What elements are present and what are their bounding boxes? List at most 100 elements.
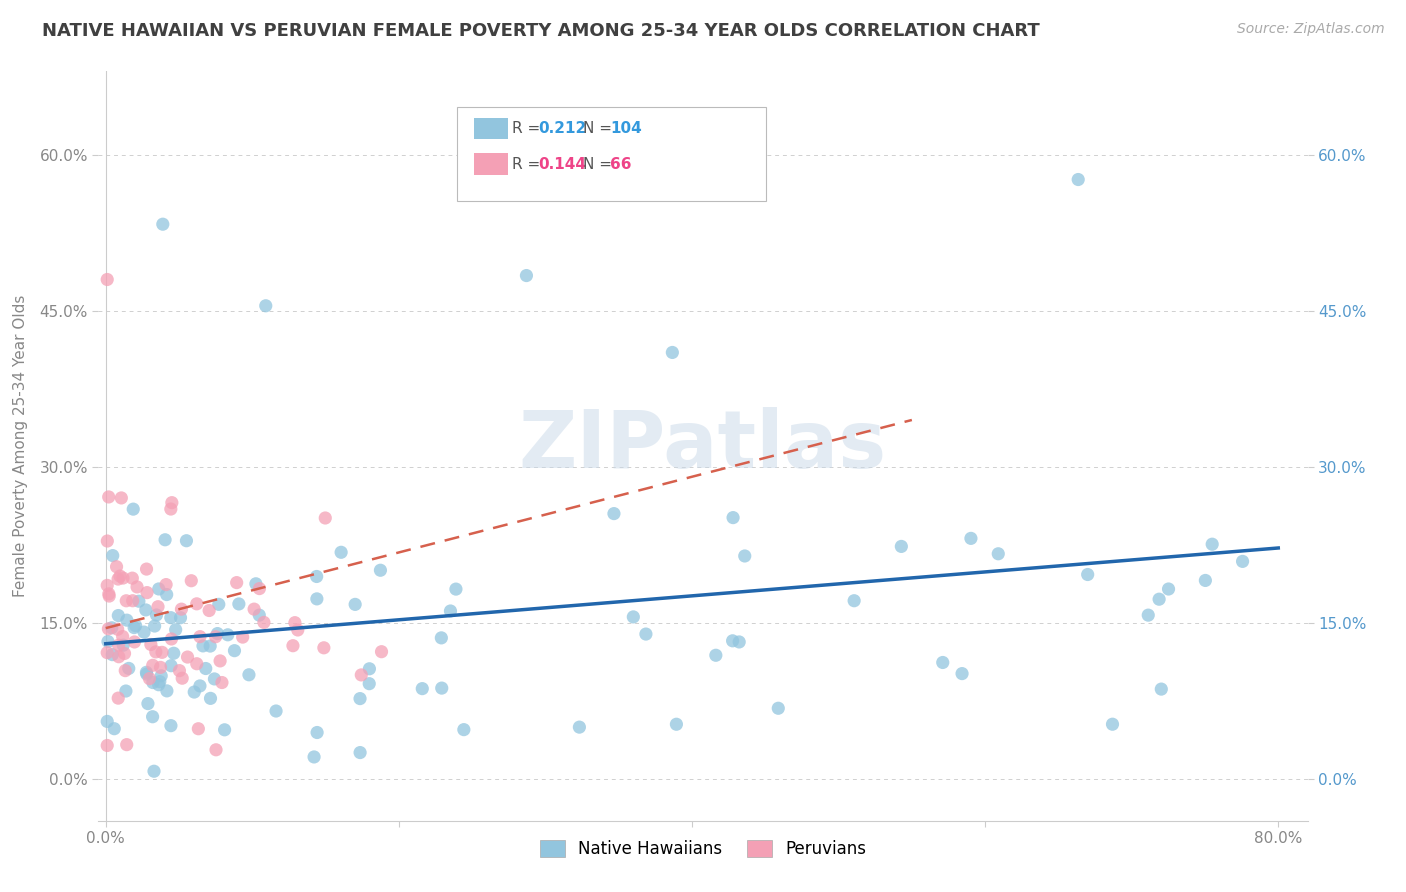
Point xyxy=(1150,682,1173,697)
Point xyxy=(155,577,177,591)
Point xyxy=(135,562,157,576)
Point xyxy=(142,710,165,724)
Point xyxy=(247,608,270,623)
Point xyxy=(97,622,120,636)
Point xyxy=(118,661,141,675)
Point xyxy=(208,598,231,612)
Point xyxy=(160,496,183,510)
Point xyxy=(207,626,229,640)
Point xyxy=(661,345,683,359)
Point xyxy=(305,569,328,583)
Point xyxy=(1147,592,1170,607)
Point xyxy=(232,630,254,644)
Point xyxy=(139,638,162,652)
Point xyxy=(349,691,371,706)
Point xyxy=(180,574,202,588)
Point xyxy=(359,662,381,676)
Point xyxy=(124,618,146,632)
Point xyxy=(734,549,756,563)
Point xyxy=(121,571,143,585)
Point xyxy=(145,645,167,659)
Point xyxy=(430,631,453,645)
Point xyxy=(160,719,183,733)
Point xyxy=(111,571,134,585)
Point xyxy=(136,697,159,711)
Point xyxy=(370,645,392,659)
Point xyxy=(97,634,120,648)
Point xyxy=(114,664,136,678)
Point xyxy=(107,572,129,586)
Point xyxy=(96,646,118,660)
Point xyxy=(349,746,371,760)
Point xyxy=(101,549,124,563)
Point xyxy=(204,672,226,686)
Point xyxy=(330,545,353,559)
Point xyxy=(159,502,181,516)
Point xyxy=(314,511,336,525)
Text: Source: ZipAtlas.com: Source: ZipAtlas.com xyxy=(1237,22,1385,37)
Point xyxy=(156,588,179,602)
Point xyxy=(112,638,135,652)
Point xyxy=(264,704,287,718)
Point xyxy=(243,602,266,616)
Point xyxy=(96,739,118,753)
Point xyxy=(107,638,129,652)
Point xyxy=(453,723,475,737)
Point xyxy=(1157,582,1180,596)
Point xyxy=(169,611,191,625)
Text: NATIVE HAWAIIAN VS PERUVIAN FEMALE POVERTY AMONG 25-34 YEAR OLDS CORRELATION CHA: NATIVE HAWAIIAN VS PERUVIAN FEMALE POVER… xyxy=(42,22,1040,40)
Point xyxy=(135,603,157,617)
Point xyxy=(156,684,179,698)
Text: N =: N = xyxy=(583,157,617,171)
Point xyxy=(1201,537,1223,551)
Point xyxy=(411,681,433,696)
Point xyxy=(108,569,131,583)
Point xyxy=(1137,608,1160,623)
Point xyxy=(138,672,160,686)
Point xyxy=(228,597,250,611)
Point xyxy=(124,635,146,649)
Point xyxy=(634,627,657,641)
Point xyxy=(135,667,157,681)
Point xyxy=(665,717,688,731)
Point xyxy=(359,676,381,690)
Point xyxy=(103,722,125,736)
Point xyxy=(97,587,120,601)
Point xyxy=(844,593,866,607)
Point xyxy=(135,665,157,680)
Point xyxy=(169,664,191,678)
Point xyxy=(444,582,467,596)
Point xyxy=(107,622,129,636)
Point xyxy=(370,563,392,577)
Point xyxy=(249,582,271,596)
Point xyxy=(152,217,174,231)
Point xyxy=(344,598,367,612)
Point xyxy=(281,639,304,653)
Point xyxy=(284,615,307,630)
Text: 66: 66 xyxy=(610,157,631,171)
Point xyxy=(204,630,226,644)
Point xyxy=(430,681,453,695)
Point xyxy=(1101,717,1123,731)
Point xyxy=(110,491,132,505)
Point xyxy=(186,657,208,671)
Y-axis label: Female Poverty Among 25-34 Year Olds: Female Poverty Among 25-34 Year Olds xyxy=(14,295,28,597)
Point xyxy=(142,675,165,690)
Point xyxy=(121,593,143,607)
Text: N =: N = xyxy=(583,121,617,136)
Point xyxy=(211,675,233,690)
Point xyxy=(704,648,727,663)
Point xyxy=(143,764,166,779)
Point xyxy=(107,649,129,664)
Point xyxy=(136,585,159,599)
Point xyxy=(145,607,167,622)
Point xyxy=(100,621,122,635)
Point xyxy=(132,625,155,640)
Point xyxy=(198,639,221,653)
Point xyxy=(97,490,120,504)
Point xyxy=(146,599,169,614)
Point xyxy=(960,532,983,546)
Point xyxy=(932,656,955,670)
Point xyxy=(721,633,744,648)
Point xyxy=(307,725,329,739)
